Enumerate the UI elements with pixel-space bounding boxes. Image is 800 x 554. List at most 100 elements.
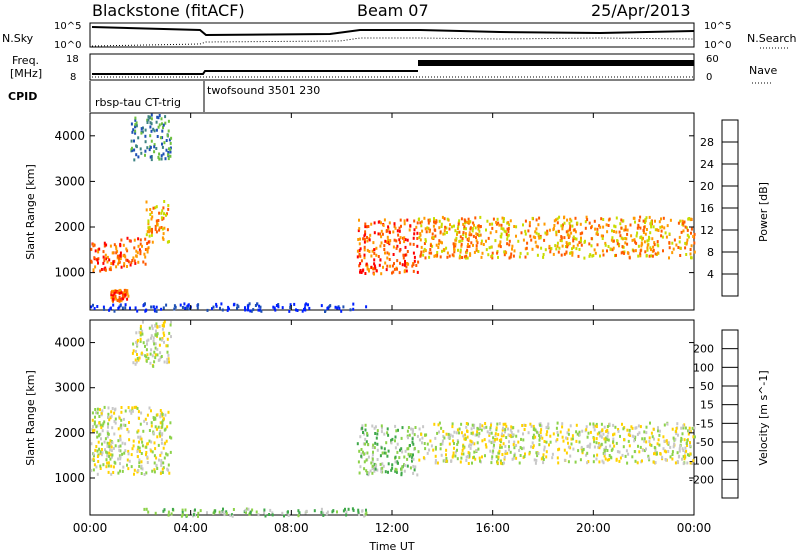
power-pixel [565, 245, 567, 248]
power-pixel [162, 206, 165, 210]
velocity-pixel [493, 443, 495, 447]
velocity-pixel [139, 337, 142, 341]
power-pixel [643, 240, 646, 244]
velocity-pixel [156, 413, 159, 417]
power-pixel [146, 230, 149, 234]
velocity-pixel [119, 434, 122, 438]
power-pixel [615, 230, 618, 234]
power-pixel [144, 149, 147, 153]
power-pixel [467, 239, 470, 243]
velocity-pixel [159, 356, 162, 359]
power-pixel [149, 134, 152, 138]
velocity-pixel [683, 454, 686, 458]
velocity-pixel [627, 433, 630, 437]
velocity-pixel [160, 441, 163, 445]
power-pixel [389, 239, 392, 243]
velocity-pixel [146, 353, 149, 357]
power-pixel [158, 228, 161, 232]
power-scatter-region [356, 218, 420, 276]
velocity-pixel [510, 430, 513, 434]
velocity-pixel [161, 327, 164, 331]
velocity-pixel [675, 429, 678, 433]
power-pixel [598, 224, 601, 228]
power-pixel [396, 229, 399, 233]
velocity-pixel [520, 437, 522, 441]
velocity-pixel [462, 434, 465, 438]
velocity-pixel [145, 359, 148, 363]
velocity-pixel [542, 453, 545, 457]
power-pixel [92, 242, 95, 246]
power-pixel [593, 248, 596, 252]
velocity-pixel [617, 429, 620, 433]
velocity-pixel [602, 432, 605, 436]
power-pixel [440, 225, 443, 228]
power-pixel [638, 219, 641, 223]
velocity-pixel [371, 460, 374, 464]
velocity-pixel [102, 463, 105, 467]
power-pixel [581, 231, 584, 235]
power-pixel [555, 247, 558, 251]
power-pixel [615, 216, 618, 220]
power-pixel [604, 243, 607, 247]
velocity-pixel [555, 426, 558, 430]
velocity-pixel [386, 431, 389, 435]
power-pixel [126, 249, 129, 253]
velocity-pixel [633, 439, 636, 443]
power-pixel [656, 243, 659, 247]
velocity-pixel [373, 466, 376, 470]
velocity-pixel [438, 430, 440, 434]
power-pixel [154, 206, 157, 210]
velocity-pixel [157, 443, 160, 447]
velocity-pixel [662, 435, 665, 439]
velocity-pixel [538, 435, 541, 439]
power-pixel [149, 125, 152, 129]
velocity-pixel [513, 452, 516, 456]
freq-unit-label: [MHz] [10, 67, 42, 80]
power-pixel [539, 236, 542, 240]
velocity-pixel [145, 355, 148, 359]
power-pixel [640, 235, 643, 239]
power-pixel [568, 234, 571, 238]
power-pixel [416, 231, 419, 235]
velocity-pixel [157, 425, 160, 429]
velocity-pixel [680, 426, 683, 430]
velocity-pixel [156, 347, 159, 351]
power-pixel [102, 255, 105, 259]
power-pixel [575, 247, 578, 251]
velocity-pixel [363, 432, 366, 436]
velocity-pixel [448, 442, 451, 446]
velocity-pixel [556, 438, 559, 442]
velocity-pixel [376, 448, 379, 452]
power-pixel [457, 225, 460, 229]
power-pixel [560, 253, 563, 257]
velocity-pixel [269, 508, 272, 512]
velocity-pixel [100, 437, 102, 441]
velocity-pixel [486, 430, 489, 434]
velocity-pixel [686, 444, 688, 447]
power-pixel [567, 229, 570, 233]
power-pixel [359, 237, 361, 241]
velocity-pixel [167, 353, 170, 357]
velocity-pixel [107, 432, 110, 436]
velocity-pixel [586, 461, 589, 465]
velocity-pixel [229, 513, 232, 517]
power-pixel [125, 258, 128, 262]
power-pixel [398, 229, 401, 233]
power-pixel [568, 227, 571, 231]
velocity-pixel [421, 441, 423, 445]
velocity-pixel [688, 429, 691, 433]
velocity-pixel [552, 432, 555, 436]
velocity-pixel [418, 438, 421, 442]
power-pixel [654, 219, 656, 223]
power-pixel [624, 241, 627, 245]
velocity-pixel [599, 434, 602, 438]
velocity-pixel [656, 442, 659, 446]
power-pixel [329, 304, 332, 308]
power-pixel [573, 228, 576, 232]
velocity-pixel [160, 451, 163, 455]
velocity-pixel [366, 471, 369, 474]
power-pixel [363, 238, 366, 241]
power-pixel [188, 307, 191, 311]
power-pixel [153, 143, 156, 147]
power-pixel [159, 136, 162, 140]
